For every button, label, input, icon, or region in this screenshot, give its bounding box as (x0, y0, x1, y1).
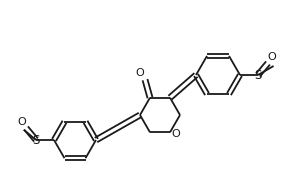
Text: O: O (18, 117, 26, 127)
Text: S: S (254, 68, 262, 82)
Text: O: O (268, 52, 276, 62)
Text: O: O (136, 68, 144, 78)
Text: O: O (172, 129, 180, 139)
Text: S: S (32, 134, 40, 147)
